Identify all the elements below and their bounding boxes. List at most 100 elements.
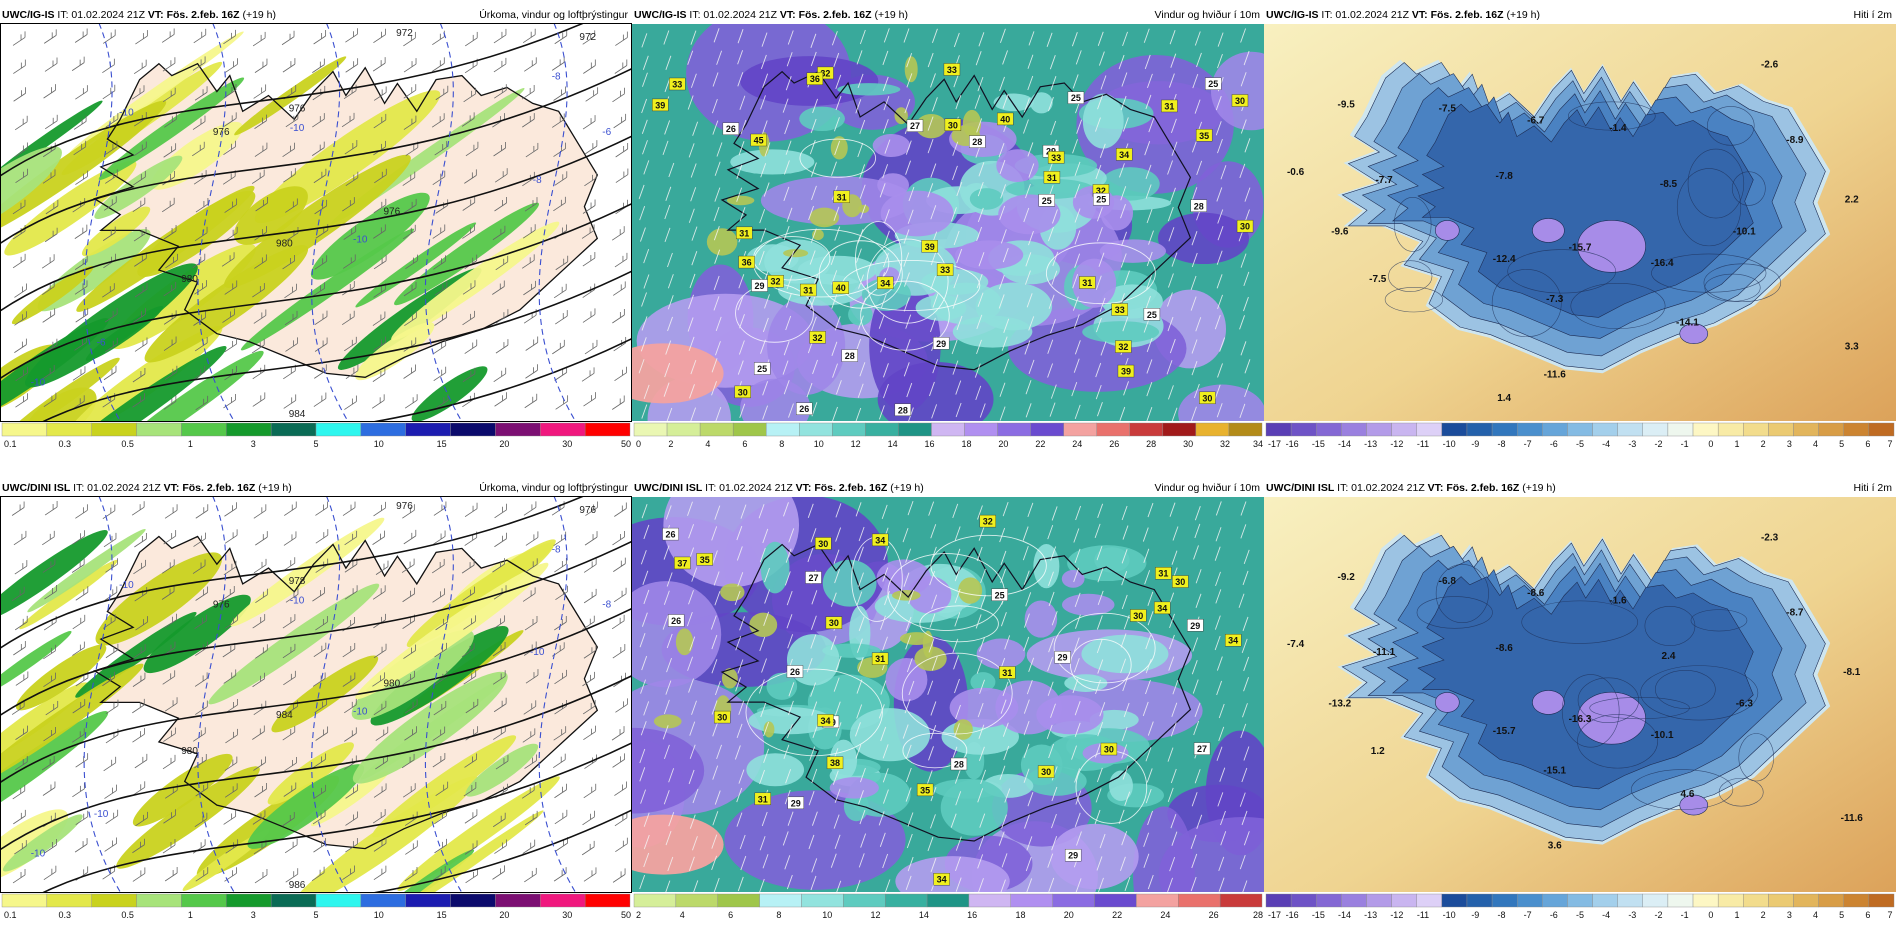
colorbar-tick-label: -3 <box>1628 439 1636 449</box>
gust-label: 30 <box>1133 611 1143 621</box>
colorbar-tick-label: 15 <box>437 439 447 449</box>
isobar-label: 980 <box>181 746 198 757</box>
panel-header-left: UWC/IG-IS IT: 01.02.2024 21Z VT: Fös. 2.… <box>2 6 276 24</box>
colorbar-swatch <box>865 422 899 437</box>
colorbar-swatch <box>801 893 844 908</box>
panel-header: UWC/DINI ISL IT: 01.02.2024 21Z VT: Fös.… <box>1264 479 1896 497</box>
isobar-label: 984 <box>276 710 293 721</box>
colorbar-swatch <box>584 422 631 437</box>
precip-map-svg: 972 972 976 976 976 980 980 984 -10 -10 -10 -8 -8 -6 -… <box>0 24 632 421</box>
colorbar-swatch <box>1178 893 1221 908</box>
temperature-contour-label: -10 <box>31 377 46 388</box>
colorbar-tick-label: 50 <box>621 910 631 920</box>
colorbar-swatch <box>1466 893 1493 908</box>
colorbar-swatch <box>1341 422 1367 437</box>
colorbar-swatch <box>1592 422 1618 437</box>
wind-map-svg: 29 25 25 31 27 31 45 39 33 32 40 25 31 31 28 32 29 26 25 28… <box>632 24 1264 421</box>
colorbar-swatch <box>1 893 48 908</box>
temperature-contour-label: -10 <box>119 580 134 591</box>
gust-label: 30 <box>1202 393 1212 403</box>
colorbar-tick-label: 16 <box>967 910 977 920</box>
colorbar-tick-label: -14 <box>1338 910 1351 920</box>
isobar-label: 976 <box>289 103 306 114</box>
gust-label: 31 <box>1002 668 1012 678</box>
temperature-label: -8.6 <box>1527 588 1545 599</box>
wind-panel: UWC/IG-IS IT: 01.02.2024 21Z VT: Fös. 2.… <box>632 6 1264 469</box>
colorbar-swatch <box>832 422 866 437</box>
temperature-label: -9.2 <box>1338 572 1356 583</box>
colorbar-tick-label: -7 <box>1524 439 1532 449</box>
colorbar-swatch <box>405 422 451 437</box>
colorbar-tick-label: -2 <box>1654 910 1662 920</box>
colorbar-tick-label: 20 <box>1064 910 1074 920</box>
colorbar-swatch <box>46 893 92 908</box>
colorbar: -17 -16 -15 -14 -13 -12 -11 -10 -9 -8 -7 -6 -5 -4 -3 -2… <box>1264 422 1896 450</box>
valid-time: Fös. 2.feb. 16Z <box>182 482 256 494</box>
colorbar-swatch <box>759 893 802 908</box>
lead-time: (+19 h) <box>1506 9 1541 21</box>
colorbar-tick-label: -8 <box>1497 439 1505 449</box>
colorbar-swatch <box>1617 422 1643 437</box>
temperature-label: 4.6 <box>1680 789 1694 800</box>
colorbar-tick-label: -12 <box>1390 910 1403 920</box>
isobar-label: 976 <box>579 505 596 516</box>
colorbar-swatch <box>270 422 317 437</box>
temperature-label: -16.3 <box>1569 714 1592 725</box>
colorbar-swatch <box>732 422 767 437</box>
colorbar-swatch <box>1717 893 1744 908</box>
colorbar-tick-label: 0 <box>1708 439 1713 449</box>
colorbar-tick-label: 0.3 <box>59 910 72 920</box>
colorbar-swatch <box>360 893 406 908</box>
colorbar-swatch <box>1692 893 1719 908</box>
colorbar-swatch <box>1567 422 1593 437</box>
temperature-contour-label: -8 <box>552 544 561 555</box>
colorbar-swatch <box>1052 893 1095 908</box>
model-name: UWC/IG-IS <box>634 9 687 21</box>
gust-label: 31 <box>803 286 813 296</box>
colorbar-swatch <box>1491 422 1518 437</box>
colorbar-swatch <box>1768 893 1794 908</box>
panel-header-left: UWC/DINI ISL IT: 01.02.2024 21Z VT: Fös.… <box>634 479 924 497</box>
gust-label: 40 <box>1000 114 1010 124</box>
gust-label: 30 <box>1175 577 1185 587</box>
gust-label: 30 <box>948 120 958 130</box>
colorbar-tick-label: -1 <box>1681 910 1689 920</box>
valid-time-label: VT: <box>779 9 796 21</box>
colorbar-swatch <box>46 422 92 437</box>
temp-map-svg: -9.5 -7.5 -6.7 -1.4 -2.6 -8.9 -0.6 -7.7 -7.8 -8.5… <box>1264 24 1896 421</box>
colorbar-tick-label: 26 <box>1109 439 1119 449</box>
colorbar-tick-label: 5 <box>313 910 318 920</box>
colorbar-swatch <box>1416 893 1443 908</box>
gust-label: 31 <box>758 794 768 804</box>
temperature-label: 2.2 <box>1845 195 1859 206</box>
temp-map: -9.2 -6.8 -8.6 -1.6 -2.3 -8.7 -7.4 -11.1 -8.6 2.4… <box>1264 497 1896 892</box>
colorbar-tick-label: 0 <box>636 439 641 449</box>
gust-label: 39 <box>925 242 935 252</box>
gust-label: 45 <box>754 135 764 145</box>
colorbar-swatch <box>1290 893 1317 908</box>
colorbar-tick-label: -12 <box>1390 439 1403 449</box>
precip-map: 972 972 976 976 976 980 980 984 -10 -10 -10 -8 -8 -6 -… <box>0 24 632 421</box>
colorbar-swatch <box>699 422 734 437</box>
colorbar-tick-label: 8 <box>776 910 781 920</box>
temperature-label: -15.1 <box>1543 766 1566 777</box>
init-time: IT: 01.02.2024 21Z <box>689 9 777 21</box>
temperature-contour-label: -10 <box>290 596 305 607</box>
temperature-label: -6.3 <box>1736 698 1754 709</box>
colorbar-tick-label: 16 <box>925 439 935 449</box>
gust-label: 25 <box>1042 196 1052 206</box>
colorbar-swatch <box>1341 893 1367 908</box>
colorbar-tick-label: 10 <box>814 439 824 449</box>
gust-label: 28 <box>1194 201 1204 211</box>
lead-time: (+19 h) <box>258 482 292 494</box>
temperature-label: -6.7 <box>1527 115 1545 126</box>
gust-label: 30 <box>1104 745 1114 755</box>
colorbar-swatch <box>315 422 362 437</box>
colorbar-swatch <box>1617 893 1643 908</box>
colorbar-tick-label: 24 <box>1072 439 1082 449</box>
temp-map-svg: -9.2 -6.8 -8.6 -1.6 -2.3 -8.7 -7.4 -11.1 -8.6 2.4… <box>1264 497 1896 892</box>
field-name: Vindur og hviður í 10m <box>1154 482 1260 494</box>
gust-label: 29 <box>791 798 801 808</box>
temperature-contour-label: -8 <box>533 175 542 186</box>
gust-label: 33 <box>672 79 682 89</box>
